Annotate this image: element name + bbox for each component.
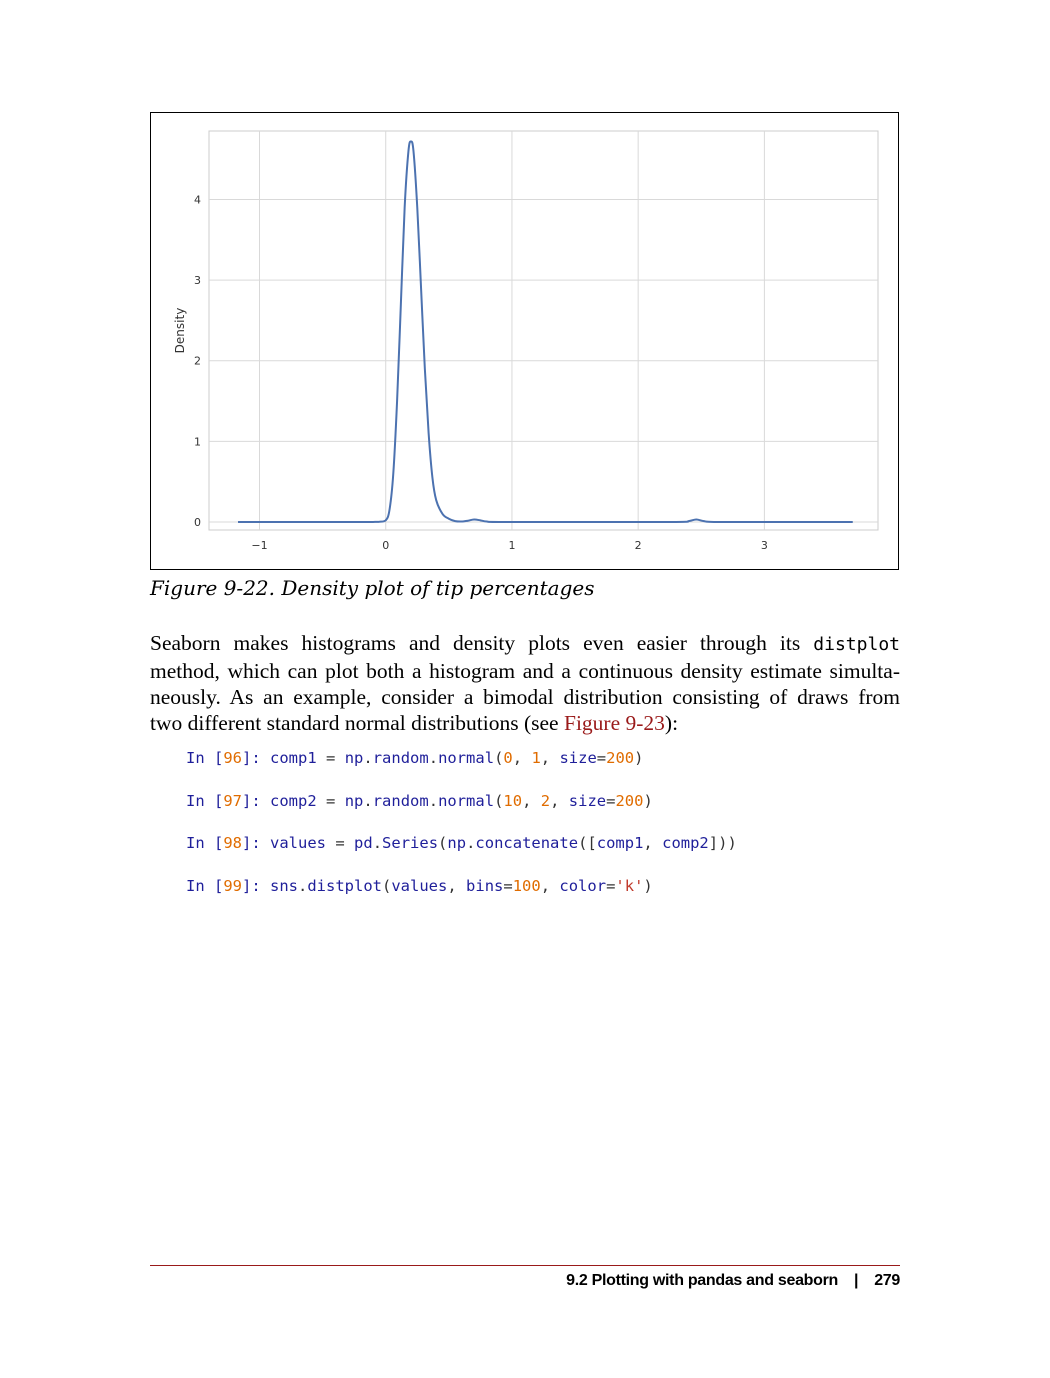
code-prompt: 96 (223, 749, 242, 767)
body-paragraph: Seaborn makes histograms and density plo… (150, 630, 900, 736)
code-prompt: In [ (186, 749, 224, 767)
page-footer: 9.2 Plotting with pandas and seaborn | 279 (566, 1272, 900, 1290)
y-tick-label: 4 (194, 194, 201, 207)
figure-cross-reference-link[interactable]: Figure 9-23 (563, 711, 665, 735)
figure-caption: Figure 9-22. Density plot of tip percent… (150, 576, 595, 600)
paragraph-line-4: two different standard normal distributi… (150, 710, 900, 736)
y-tick-label: 1 (194, 435, 201, 448)
y-tick-label: 0 (194, 516, 201, 529)
paragraph-line-3: neously. As an example, consider a bimod… (150, 685, 900, 709)
footer-separator: | (854, 1272, 859, 1289)
code-prompt: 99 (223, 876, 242, 895)
code-prompt: ]: (242, 749, 270, 767)
footer-rule (150, 1265, 900, 1266)
code-statement: values = pd.Series(np.concatenate([comp1… (270, 834, 737, 853)
x-tick-label: 1 (508, 539, 515, 552)
code-prompt: In [ (186, 834, 224, 853)
code-prompt: 98 (223, 834, 242, 853)
y-tick-label: 3 (194, 274, 201, 287)
inline-code-distplot: distplot (813, 634, 900, 655)
paragraph-text: Seaborn makes histograms and density plo… (150, 631, 814, 655)
code-prompt: 97 (223, 791, 242, 810)
code-line: In [99]: sns.distplot(values, bins=100, … (186, 876, 737, 897)
x-tick-label: 3 (761, 539, 768, 552)
code-prompt: ]: (242, 791, 270, 810)
code-statement: comp2 = np.random.normal(10, 2, size=200… (270, 791, 653, 810)
x-tick-label: 2 (635, 539, 642, 552)
code-prompt: In [ (186, 876, 224, 895)
x-tick-label: 0 (382, 539, 389, 552)
code-prompt: ]: (242, 876, 270, 895)
paragraph-text: two different standard normal distributi… (150, 711, 564, 735)
page-number: 279 (874, 1272, 900, 1289)
code-line: In [96]: comp1 = np.random.normal(0, 1, … (186, 748, 737, 769)
code-prompt: In [ (186, 791, 224, 810)
code-block: In [96]: comp1 = np.random.normal(0, 1, … (186, 748, 737, 918)
y-tick-label: 2 (194, 355, 201, 368)
figure-frame: −1 0 1 2 3 0 1 2 3 4 Density (150, 112, 899, 570)
paragraph-line-1: Seaborn makes histograms and density plo… (150, 630, 900, 658)
plot-area (208, 130, 879, 531)
code-line: In [97]: comp2 = np.random.normal(10, 2,… (186, 791, 737, 812)
density-line (238, 140, 853, 523)
y-axis-label: Density (173, 308, 187, 354)
density-chart: −1 0 1 2 3 0 1 2 3 4 Density (173, 130, 879, 552)
code-prompt: ]: (242, 834, 270, 853)
code-statement: comp1 = np.random.normal(0, 1, size=200) (270, 749, 644, 767)
paragraph-text: ): (664, 711, 679, 735)
footer-section-title: 9.2 Plotting with pandas and seaborn (566, 1272, 839, 1289)
code-line: In [98]: values = pd.Series(np.concatena… (186, 833, 737, 854)
paragraph-line-2: method, which can plot both a histogram … (150, 659, 900, 683)
x-tick-label: −1 (251, 539, 267, 552)
code-statement: sns.distplot(values, bins=100, color='k'… (270, 876, 653, 895)
